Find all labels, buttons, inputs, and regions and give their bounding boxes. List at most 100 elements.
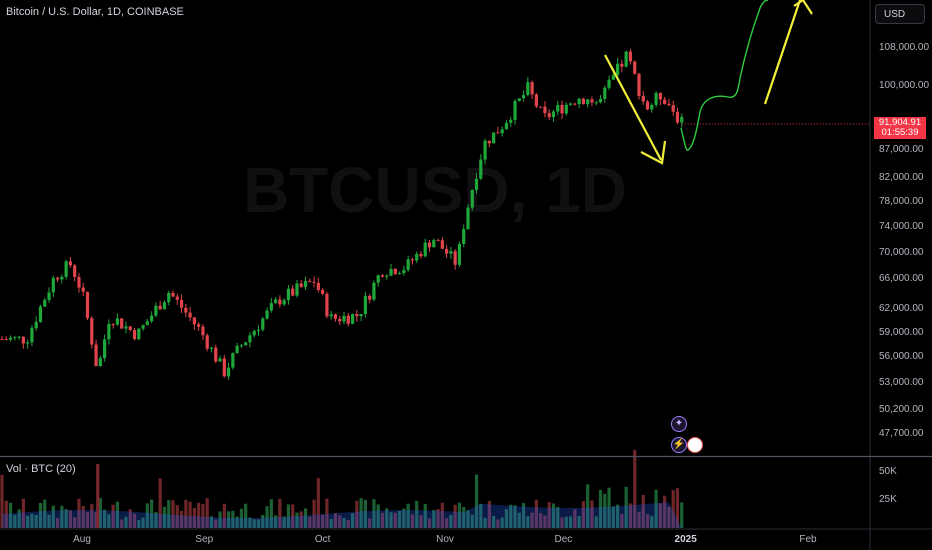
volume-indicator-label[interactable]: Vol · BTC (20) xyxy=(6,463,76,475)
volume-bar xyxy=(205,498,209,528)
volume-bar xyxy=(445,518,449,528)
candle-body xyxy=(359,314,363,317)
volume-bar xyxy=(261,514,265,528)
volume-bar xyxy=(308,516,312,528)
volume-bar xyxy=(568,516,573,528)
volume-bar xyxy=(385,508,389,528)
volume-bar xyxy=(453,504,457,528)
up-arrow-shaft xyxy=(763,0,802,105)
volume-bars xyxy=(0,449,684,528)
volume-bar xyxy=(222,503,226,528)
volume-bar xyxy=(269,499,273,528)
candle-body xyxy=(244,342,248,346)
us-flag-event-icon[interactable] xyxy=(687,437,703,453)
last-price-badge: 91,904.91 01:55:39 xyxy=(874,117,926,139)
candle-body xyxy=(590,99,594,103)
candle-body xyxy=(474,178,479,190)
candle-body xyxy=(504,122,509,130)
candle-body xyxy=(38,306,43,322)
volume-bar xyxy=(333,513,338,528)
candle-body xyxy=(312,281,316,283)
candle-body xyxy=(192,317,196,325)
candle-body xyxy=(658,93,662,100)
candle-body xyxy=(479,159,483,179)
volume-bar xyxy=(209,516,214,528)
candle-body xyxy=(205,335,209,349)
candle-body xyxy=(470,189,474,208)
volume-bar xyxy=(496,519,500,528)
y-tick-label: 62,000.00 xyxy=(879,303,924,314)
volume-bar xyxy=(517,512,521,528)
candle-body xyxy=(77,276,81,288)
candle-body xyxy=(308,280,312,282)
volume-bar xyxy=(115,501,120,528)
x-tick-label: Sep xyxy=(195,534,213,545)
symbol-watermark: BTCUSD, 1D xyxy=(243,154,627,226)
candle-body xyxy=(436,240,440,242)
volume-bar xyxy=(560,517,564,528)
candle-body xyxy=(543,106,547,114)
candle-body xyxy=(218,358,222,362)
candle-body xyxy=(47,292,51,301)
candle-body xyxy=(415,253,419,261)
candle-body xyxy=(393,268,397,275)
candle-body xyxy=(158,305,162,310)
volume-bar xyxy=(265,506,269,528)
volume-bar xyxy=(218,511,222,528)
volume-bar xyxy=(325,498,329,528)
volume-bar xyxy=(81,505,85,528)
volume-bar xyxy=(556,506,560,528)
candle-body xyxy=(402,269,406,274)
event-sparkle-icon[interactable]: ✦ xyxy=(671,416,687,432)
volume-bar xyxy=(96,464,100,528)
candle-body xyxy=(624,51,628,67)
volume-bar xyxy=(406,503,410,528)
candle-body xyxy=(184,307,188,313)
volume-bar xyxy=(68,510,73,528)
chart-title: Bitcoin / U.S. Dollar, 1D, COINBASE xyxy=(6,6,184,18)
volume-bar xyxy=(303,508,308,528)
candle-body xyxy=(286,288,291,301)
candle-body xyxy=(675,111,680,123)
volume-bar xyxy=(51,505,55,528)
volume-bar xyxy=(128,509,132,528)
volume-bar xyxy=(611,506,615,528)
volume-bar xyxy=(466,510,470,528)
candle-body xyxy=(43,300,47,307)
candle-body xyxy=(427,242,432,248)
volume-bar xyxy=(474,474,479,528)
volume-bar xyxy=(402,508,406,528)
candle-body xyxy=(150,315,154,322)
candles xyxy=(0,48,684,380)
volume-bar xyxy=(359,498,363,528)
candle-body xyxy=(453,251,457,265)
volume-bar xyxy=(239,508,244,528)
candle-body xyxy=(551,111,556,118)
candle-body xyxy=(103,339,107,359)
candle-body xyxy=(457,243,462,265)
volume-bar xyxy=(509,504,513,528)
currency-button[interactable]: USD xyxy=(875,4,925,24)
candle-body xyxy=(4,339,8,341)
candle-body xyxy=(628,51,633,62)
event-lightning-icon[interactable]: ⚡ xyxy=(671,437,687,453)
volume-bar xyxy=(534,499,538,528)
volume-tick-label: 50K xyxy=(879,466,897,477)
volume-bar xyxy=(603,493,607,528)
candle-body xyxy=(252,330,256,336)
volume-bar xyxy=(680,502,684,528)
candle-body xyxy=(107,323,111,340)
volume-bar xyxy=(368,518,372,528)
volume-bar xyxy=(235,516,239,528)
candle-body xyxy=(0,339,4,340)
candle-body xyxy=(81,287,85,292)
candle-body xyxy=(94,344,98,367)
volume-bar xyxy=(449,514,453,528)
volume-bar xyxy=(410,514,415,528)
candle-body xyxy=(397,273,402,275)
candle-body xyxy=(577,98,581,105)
up-arrow-head xyxy=(793,0,813,15)
candle-body xyxy=(256,329,261,331)
candle-body xyxy=(303,280,308,288)
